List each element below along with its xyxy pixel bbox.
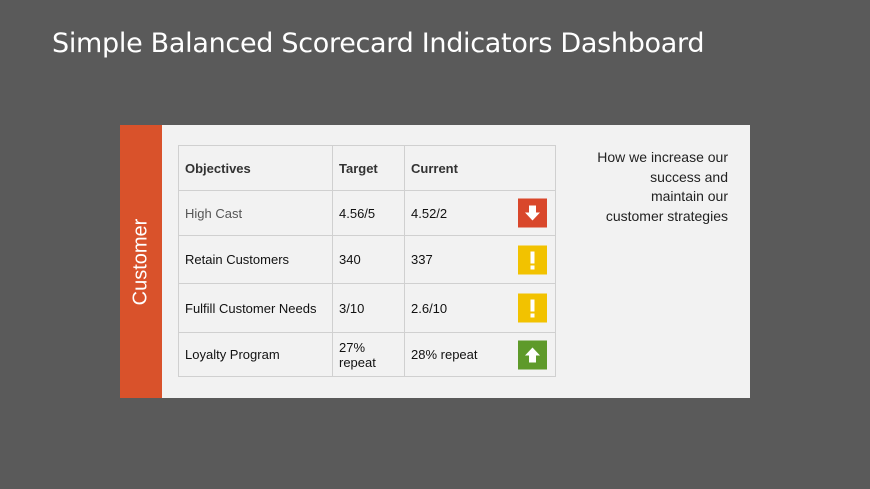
row: Fulfill Customer Needs 3/10 2.6/10 [178,283,556,333]
cell-text: 28% repeat [411,347,478,362]
cell: Loyalty Program [178,332,333,377]
cell: Fulfill Customer Needs [178,283,333,333]
row: Loyalty Program 27% repeat 28% repeat [178,332,556,377]
row: High Cast 4.56/5 4.52/2 [178,190,556,236]
title: Simple Balanced Scorecard Indicators Das… [52,28,705,59]
cell: 4.52/2 [404,190,556,236]
scorecard-table: Objectives Target Current High Cast 4.56… [178,145,556,377]
cell: 2.6/10 [404,283,556,333]
warning-icon [518,245,547,274]
cell: 337 [404,235,556,284]
cell: 28% repeat [404,332,556,377]
column-header: Objectives [178,145,333,191]
cell: 27% repeat [332,332,405,377]
row: Retain Customers 340 337 [178,235,556,284]
header-row: Objectives Target Current [178,145,556,191]
cell: 3/10 [332,283,405,333]
column-header: Current [404,145,556,191]
description-line: maintain our [650,188,728,204]
down-icon [518,198,547,228]
description-line: customer strategies [605,207,728,224]
sidebar: Customer [120,125,162,398]
cell: 340 [332,235,405,284]
description: How we increase our success and maintain… [560,148,728,226]
cell-text: 337 [411,252,433,267]
column-header: Target [332,145,405,191]
sidebar-label: Customer [129,218,152,305]
cell: 4.56/5 [332,190,405,236]
description-line: success and [650,168,728,185]
cell: Retain Customers [178,235,333,284]
cell-text: 2.6/10 [411,300,448,316]
description-line: How we increase our [597,149,728,165]
warning-icon [518,293,547,323]
up-icon [518,340,547,369]
cell-text: 4.52/2 [411,205,448,221]
cell: High Cast [178,190,333,236]
